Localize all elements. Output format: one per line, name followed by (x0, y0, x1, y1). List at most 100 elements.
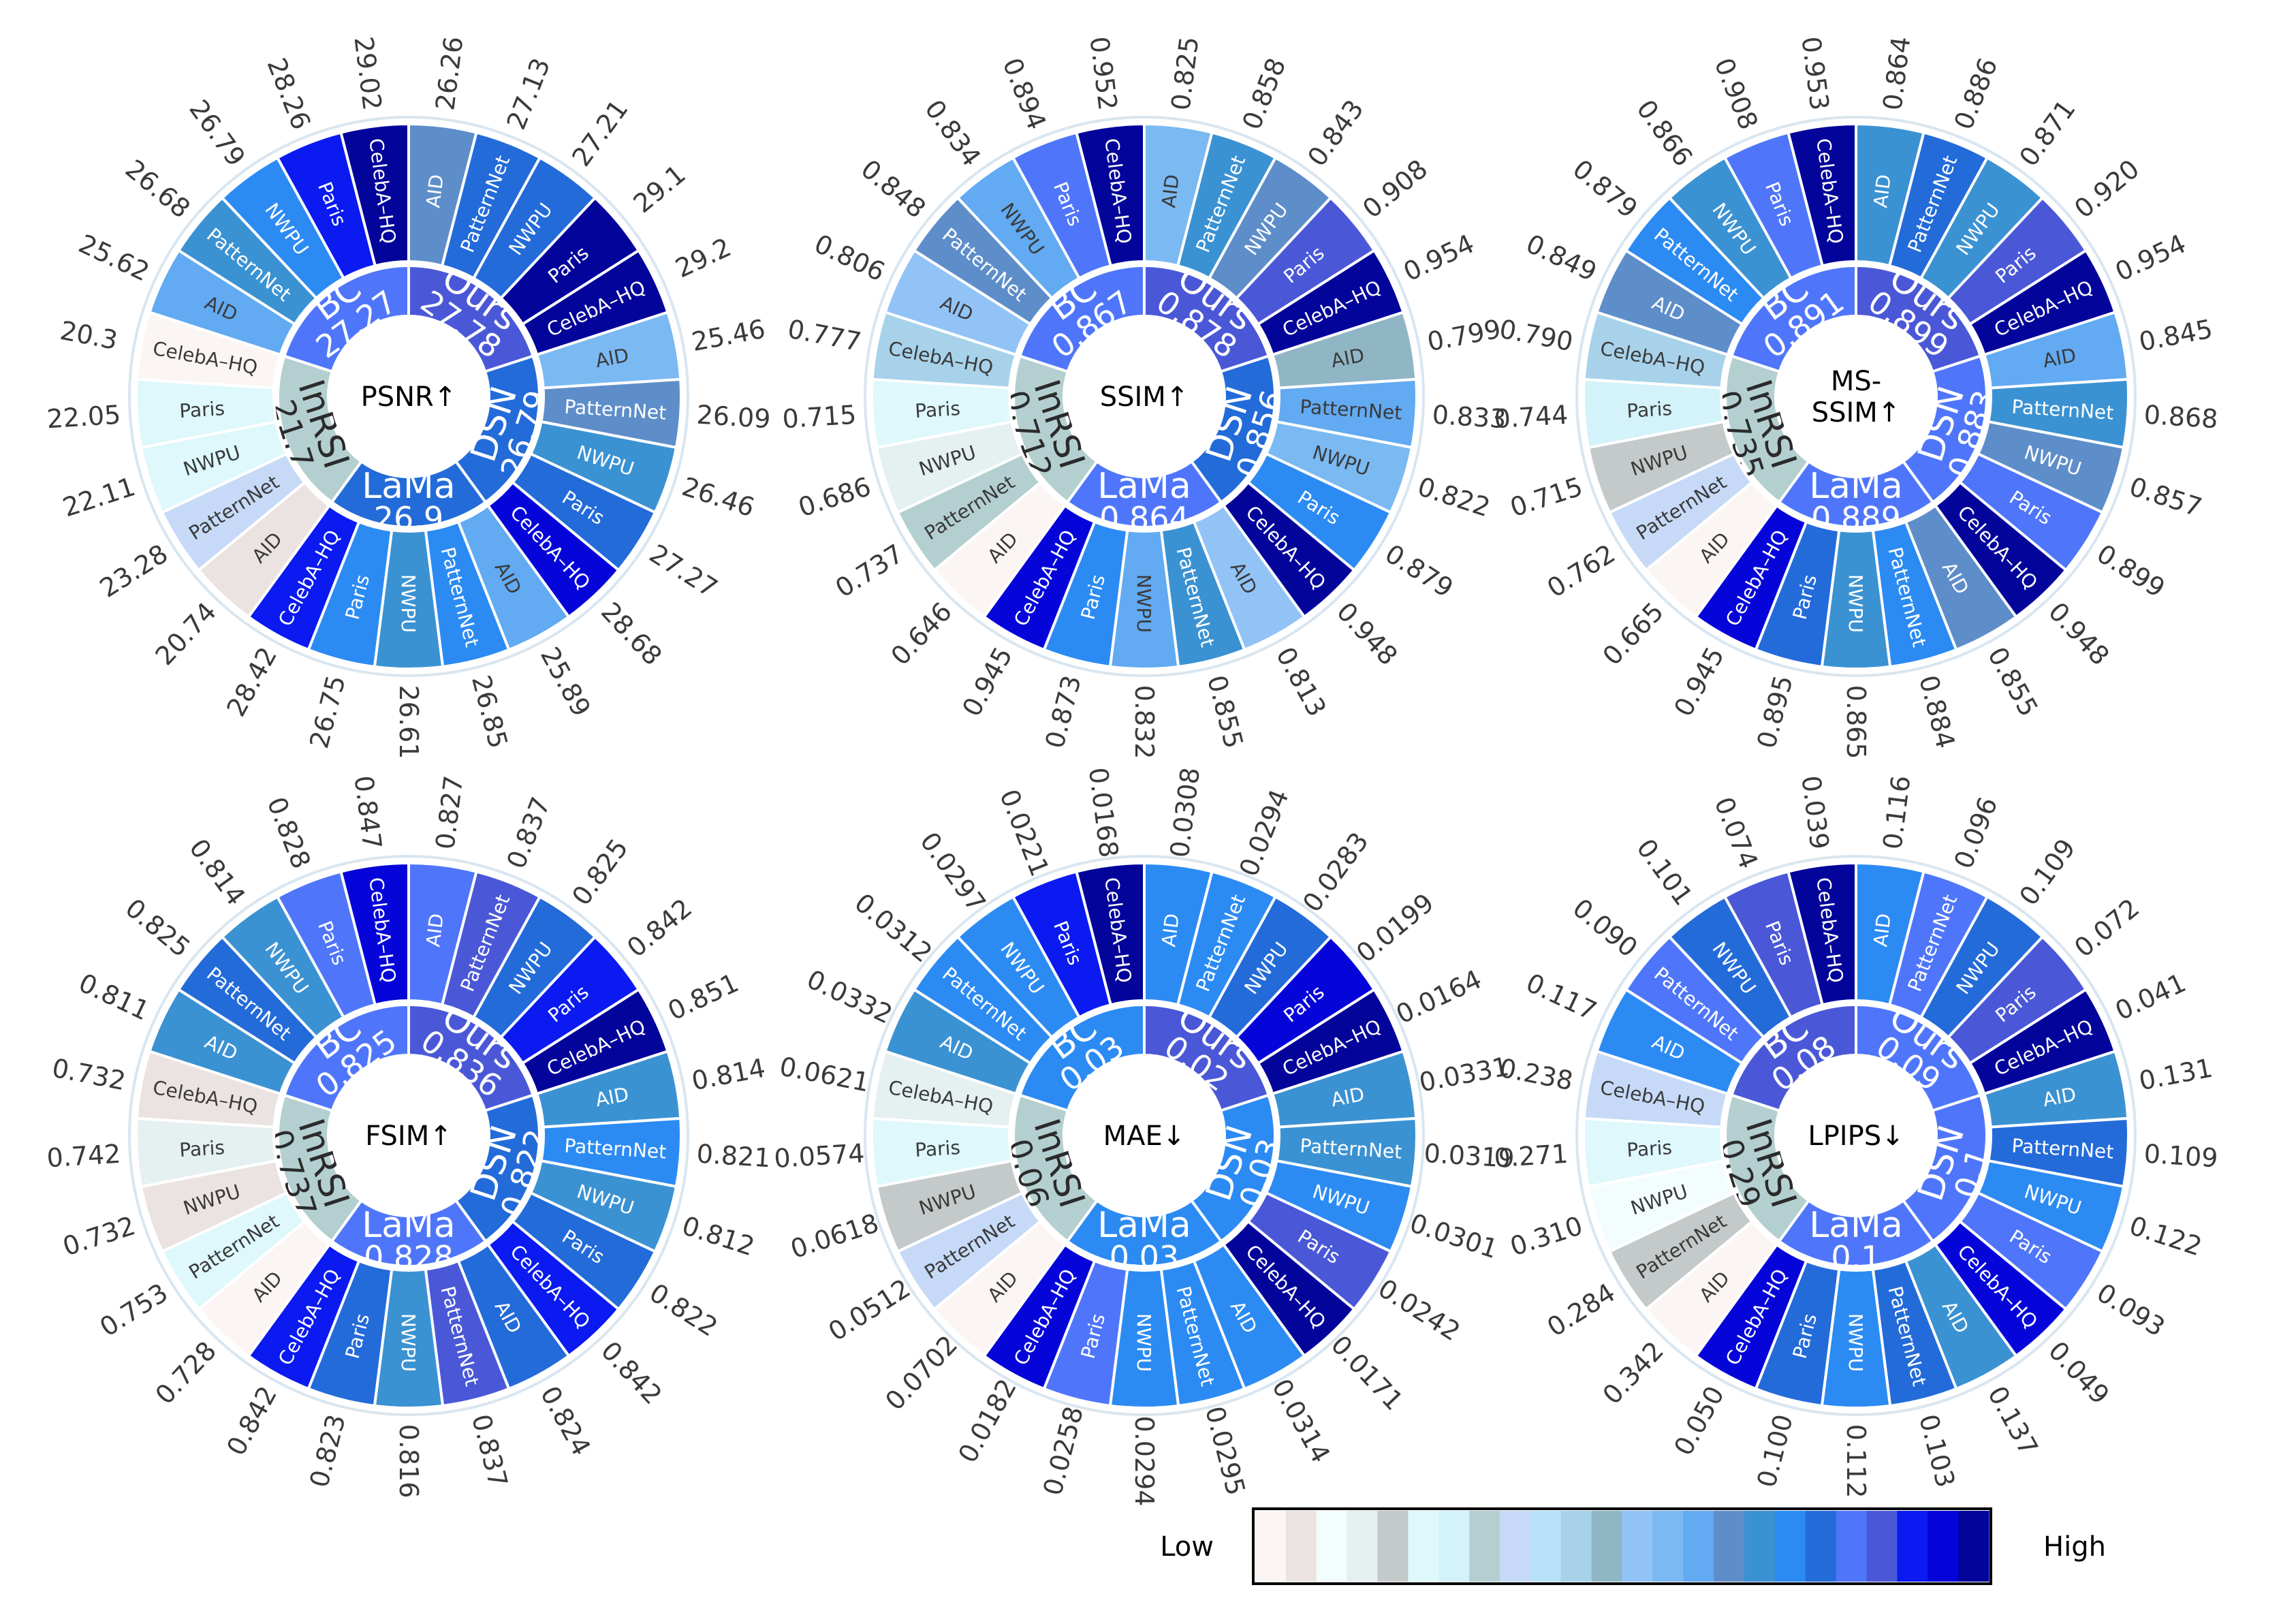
value-label-bc-nwpu: 0.866 (1631, 94, 1699, 172)
value-label-inrsi-aid: 0.665 (1597, 597, 1670, 671)
legend-high-label: High (2043, 1531, 2106, 1563)
legend-swatch (1683, 1511, 1714, 1582)
value-label-bc-paris: 0.0221 (994, 785, 1055, 881)
value-label-inrsi-nwpu: 0.310 (1507, 1210, 1586, 1262)
dataset-label-inrsi-paris: Paris (178, 397, 225, 422)
value-label-dsn-aid: 0.845 (2137, 314, 2215, 358)
legend-swatch (1500, 1511, 1531, 1582)
segment-bc-celeba-hq (1787, 861, 1857, 1007)
value-label-inrsi-celeba-hq: 0.732 (50, 1053, 128, 1097)
value-label-dsn-paris: 27.27 (644, 538, 723, 603)
legend-swatch (1347, 1511, 1379, 1582)
value-label-bc-celeba-hq: 0.952 (1084, 35, 1122, 112)
method-group-ours: Ours27.78AID26.26PatternNet27.13NWPU27.2… (407, 35, 736, 374)
legend-swatch (1622, 1511, 1653, 1582)
value-label-lama-paris: 26.75 (304, 672, 351, 751)
value-label-inrsi-celeba-hq: 0.238 (1497, 1053, 1575, 1097)
value-label-ours-patternnet: 0.837 (501, 793, 556, 873)
legend-swatch (1928, 1511, 1959, 1582)
dataset-label-lama-nwpu: NWPU (1133, 574, 1155, 633)
value-label-bc-patternnet: 0.090 (1567, 893, 1644, 963)
value-label-ours-paris: 0.920 (2069, 154, 2145, 224)
value-label-lama-patternnet: 0.103 (1913, 1411, 1961, 1490)
value-label-lama-celeba-hq: 0.842 (221, 1381, 283, 1461)
value-label-bc-paris: 0.908 (1709, 54, 1764, 134)
dataset-label-ours-aid: AID (422, 912, 448, 948)
value-label-bc-celeba-hq: 0.953 (1795, 35, 1834, 112)
value-label-dsn-patternnet: 0.868 (2143, 400, 2218, 435)
value-label-dsn-celeba-hq: 0.948 (2043, 597, 2116, 671)
legend-swatch (1958, 1511, 1990, 1582)
value-label-inrsi-aid: 20.74 (150, 597, 223, 671)
dataset-label-ours-aid: AID (1869, 173, 1896, 209)
value-label-ours-nwpu: 0.825 (566, 833, 634, 911)
value-label-dsn-nwpu: 0.857 (2126, 471, 2205, 522)
dataset-label-lama-nwpu: NWPU (1844, 1313, 1867, 1372)
center-disc (331, 319, 486, 474)
value-label-ours-celeba-hq: 0.954 (1399, 228, 1479, 287)
dataset-label-ours-aid: AID (1157, 173, 1184, 209)
value-label-dsn-nwpu: 0.0301 (1406, 1208, 1502, 1264)
value-label-ours-nwpu: 0.109 (2013, 833, 2081, 911)
value-label-ours-celeba-hq: 0.851 (663, 967, 743, 1026)
value-label-ours-nwpu: 0.843 (1302, 94, 1370, 172)
legend-swatch (1836, 1511, 1868, 1582)
metric-label: PSNR↑ (361, 381, 457, 413)
value-label-dsn-nwpu: 0.122 (2126, 1210, 2205, 1262)
legend-swatch (1866, 1511, 1898, 1582)
value-label-lama-nwpu: 0.832 (1129, 685, 1159, 759)
value-label-inrsi-patternnet: 0.753 (95, 1277, 173, 1342)
legend-low-label: Low (1160, 1531, 1214, 1563)
value-label-lama-paris: 0.0258 (1037, 1403, 1089, 1499)
value-label-inrsi-nwpu: 0.0618 (787, 1208, 882, 1264)
value-label-bc-paris: 0.828 (262, 793, 317, 873)
value-label-ours-nwpu: 0.871 (2013, 94, 2081, 172)
value-label-dsn-patternnet: 0.0319 (1423, 1138, 1515, 1174)
legend-swatch (1652, 1511, 1684, 1582)
legend-swatch (1714, 1511, 1745, 1582)
value-label-ours-patternnet: 27.13 (501, 54, 556, 134)
method-group-inrsi: InRSI21.7AID20.74PatternNet23.28NWPU22.1… (46, 310, 364, 671)
value-label-inrsi-aid: 0.342 (1597, 1336, 1670, 1410)
value-label-lama-aid: 0.137 (1982, 1381, 2044, 1461)
value-label-lama-celeba-hq: 28.42 (221, 642, 283, 722)
value-label-lama-patternnet: 0.884 (1913, 672, 1961, 751)
segment-bc-celeba-hq (1075, 861, 1146, 1007)
value-label-inrsi-patternnet: 0.0512 (823, 1273, 916, 1347)
value-label-dsn-paris: 0.879 (1380, 538, 1458, 603)
value-label-inrsi-patternnet: 0.762 (1542, 538, 1620, 603)
value-label-dsn-paris: 0.822 (644, 1277, 723, 1342)
legend-swatch (1774, 1511, 1806, 1582)
value-label-ours-paris: 0.908 (1357, 154, 1433, 224)
value-label-bc-aid: 0.806 (810, 228, 890, 287)
method-group-ours: Ours0.899AID0.864PatternNet0.886NWPU0.87… (1855, 35, 2190, 374)
value-label-inrsi-aid: 0.0702 (879, 1330, 963, 1416)
value-label-inrsi-nwpu: 0.686 (795, 471, 875, 522)
value-label-bc-aid: 0.811 (74, 967, 154, 1026)
segment-bc-celeba-hq (339, 122, 410, 268)
value-label-ours-patternnet: 0.858 (1236, 54, 1291, 134)
value-label-dsn-celeba-hq: 0.842 (595, 1336, 668, 1410)
outer-ring (1575, 855, 2137, 1416)
legend-swatch (1438, 1511, 1470, 1582)
method-group-inrsi: InRSI0.29AID0.342PatternNet0.284NWPU0.31… (1493, 1049, 1811, 1410)
value-label-dsn-celeba-hq: 0.948 (1331, 597, 1404, 671)
center-disc (1778, 319, 1934, 474)
dataset-label-ours-aid: AID (1869, 912, 1896, 948)
legend-swatch (1591, 1511, 1623, 1582)
value-label-ours-nwpu: 0.0283 (1297, 827, 1374, 918)
value-label-inrsi-paris: 0.744 (1493, 400, 1569, 435)
legend-swatch (1255, 1511, 1287, 1582)
legend-swatch (1469, 1511, 1500, 1582)
value-label-ours-celeba-hq: 0.954 (2111, 228, 2190, 287)
value-label-ours-patternnet: 0.096 (1948, 793, 2003, 873)
outer-ring (128, 116, 689, 677)
radial-chart-psnr: Ours27.78AID26.26PatternNet27.13NWPU27.2… (46, 35, 771, 759)
value-label-lama-aid: 0.0314 (1266, 1374, 1336, 1468)
value-label-bc-nwpu: 0.814 (183, 833, 251, 911)
value-label-bc-celeba-hq: 0.847 (348, 774, 387, 851)
